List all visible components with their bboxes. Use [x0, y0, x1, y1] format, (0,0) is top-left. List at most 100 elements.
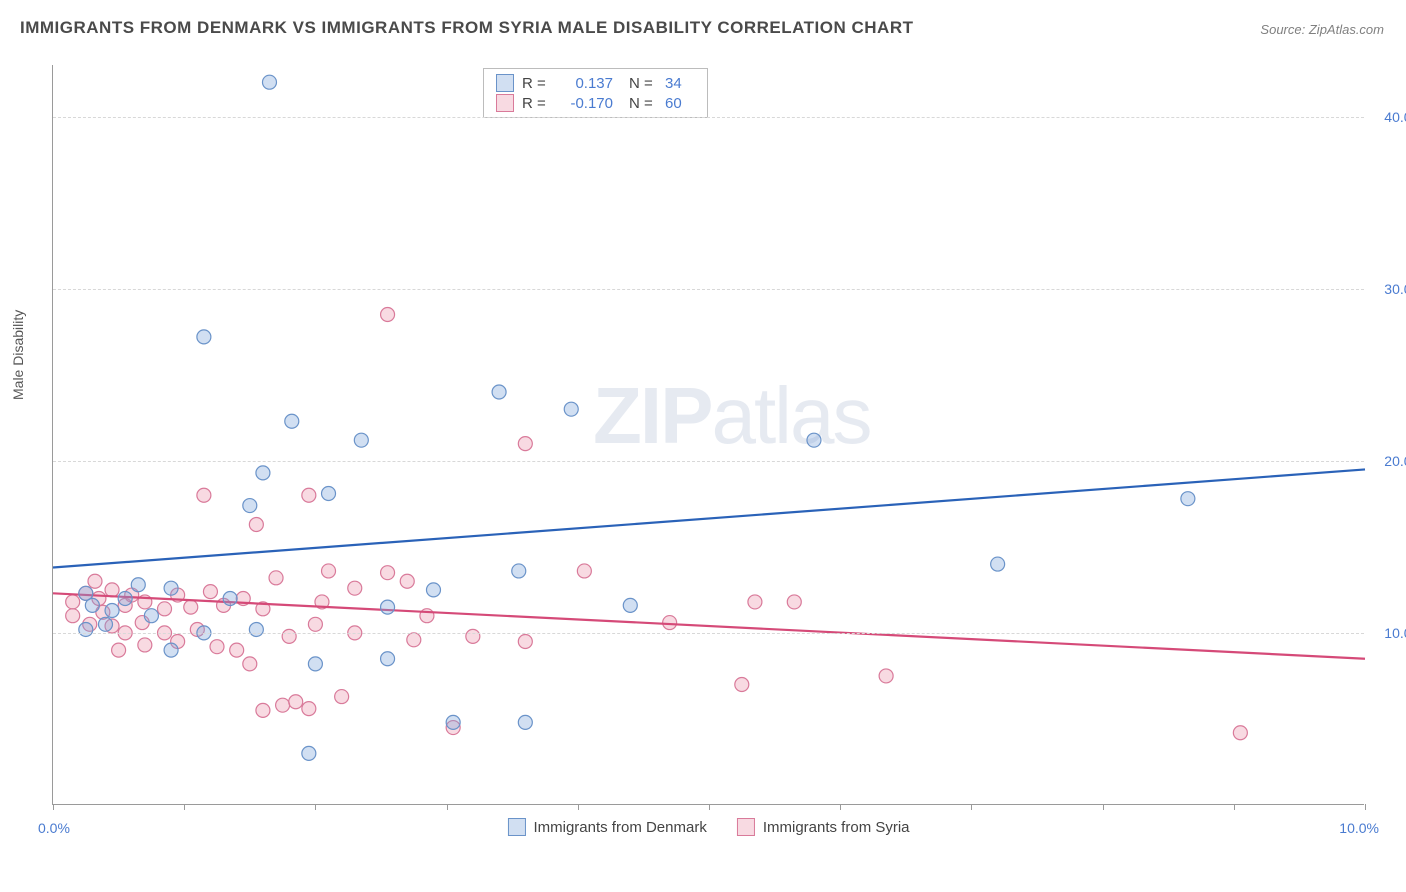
- data-point: [564, 402, 578, 416]
- data-point: [991, 557, 1005, 571]
- data-point: [302, 488, 316, 502]
- data-point: [308, 617, 322, 631]
- data-point: [577, 564, 591, 578]
- data-point: [112, 643, 126, 657]
- data-point: [308, 657, 322, 671]
- y-tick-label: 10.0%: [1369, 625, 1406, 641]
- data-point: [289, 695, 303, 709]
- data-point: [335, 690, 349, 704]
- source-value: ZipAtlas.com: [1309, 22, 1384, 37]
- data-point: [223, 591, 237, 605]
- data-point: [79, 622, 93, 636]
- data-point: [249, 622, 263, 636]
- chart-title: IMMIGRANTS FROM DENMARK VS IMMIGRANTS FR…: [20, 18, 914, 38]
- y-tick-label: 20.0%: [1369, 453, 1406, 469]
- data-point: [748, 595, 762, 609]
- data-point: [446, 715, 460, 729]
- data-point: [276, 698, 290, 712]
- y-tick-label: 40.0%: [1369, 109, 1406, 125]
- data-point: [879, 669, 893, 683]
- x-tick-mark: [1103, 804, 1104, 810]
- data-point: [1233, 726, 1247, 740]
- data-point: [243, 499, 257, 513]
- data-point: [184, 600, 198, 614]
- x-tick-mark: [184, 804, 185, 810]
- data-point: [164, 643, 178, 657]
- data-point: [98, 617, 112, 631]
- gridline: [53, 461, 1364, 462]
- data-point: [518, 437, 532, 451]
- x-tick-mark: [1234, 804, 1235, 810]
- data-point: [518, 635, 532, 649]
- data-point: [518, 715, 532, 729]
- data-point: [407, 633, 421, 647]
- data-point: [158, 602, 172, 616]
- x-tick-mark: [315, 804, 316, 810]
- data-point: [1181, 492, 1195, 506]
- swatch-denmark: [507, 818, 525, 836]
- data-point: [249, 517, 263, 531]
- plot-area: ZIPatlas R = 0.137 N = 34 R = -0.170 N =…: [52, 65, 1364, 805]
- data-point: [663, 616, 677, 630]
- data-point: [426, 583, 440, 597]
- y-tick-label: 30.0%: [1369, 281, 1406, 297]
- data-point: [282, 629, 296, 643]
- y-axis-label: Male Disability: [10, 310, 26, 400]
- data-point: [302, 746, 316, 760]
- data-point: [256, 703, 270, 717]
- x-tick-mark: [447, 804, 448, 810]
- data-point: [623, 598, 637, 612]
- gridline: [53, 289, 1364, 290]
- swatch-syria: [737, 818, 755, 836]
- data-point: [381, 652, 395, 666]
- legend-item-denmark: Immigrants from Denmark: [507, 818, 706, 836]
- x-tick-mark: [709, 804, 710, 810]
- x-tick-mark: [53, 804, 54, 810]
- data-point: [381, 566, 395, 580]
- data-point: [807, 433, 821, 447]
- data-point: [88, 574, 102, 588]
- gridline: [53, 117, 1364, 118]
- gridline: [53, 633, 1364, 634]
- data-point: [105, 604, 119, 618]
- source-attribution: Source: ZipAtlas.com: [1260, 22, 1384, 37]
- legend-label-denmark: Immigrants from Denmark: [533, 819, 706, 836]
- series-legend: Immigrants from Denmark Immigrants from …: [507, 818, 909, 836]
- data-point: [118, 591, 132, 605]
- data-point: [381, 600, 395, 614]
- data-point: [302, 702, 316, 716]
- x-tick-label-min: 0.0%: [38, 820, 70, 836]
- data-point: [85, 598, 99, 612]
- data-point: [735, 678, 749, 692]
- data-point: [144, 609, 158, 623]
- x-tick-label-max: 10.0%: [1339, 820, 1379, 836]
- data-point: [66, 595, 80, 609]
- x-tick-mark: [578, 804, 579, 810]
- data-point: [131, 578, 145, 592]
- data-point: [197, 330, 211, 344]
- data-point: [322, 564, 336, 578]
- x-tick-mark: [1365, 804, 1366, 810]
- legend-label-syria: Immigrants from Syria: [763, 819, 910, 836]
- data-point: [322, 487, 336, 501]
- x-tick-mark: [971, 804, 972, 810]
- data-point: [354, 433, 368, 447]
- trend-line: [53, 469, 1365, 567]
- data-point: [492, 385, 506, 399]
- data-point: [262, 75, 276, 89]
- data-point: [466, 629, 480, 643]
- data-point: [197, 488, 211, 502]
- data-point: [138, 638, 152, 652]
- data-point: [230, 643, 244, 657]
- source-label: Source:: [1260, 22, 1305, 37]
- legend-item-syria: Immigrants from Syria: [737, 818, 910, 836]
- data-point: [243, 657, 257, 671]
- data-point: [210, 640, 224, 654]
- data-point: [285, 414, 299, 428]
- data-point: [66, 609, 80, 623]
- data-point: [512, 564, 526, 578]
- data-point: [787, 595, 801, 609]
- data-point: [348, 581, 362, 595]
- chart-svg: [53, 65, 1364, 804]
- data-point: [400, 574, 414, 588]
